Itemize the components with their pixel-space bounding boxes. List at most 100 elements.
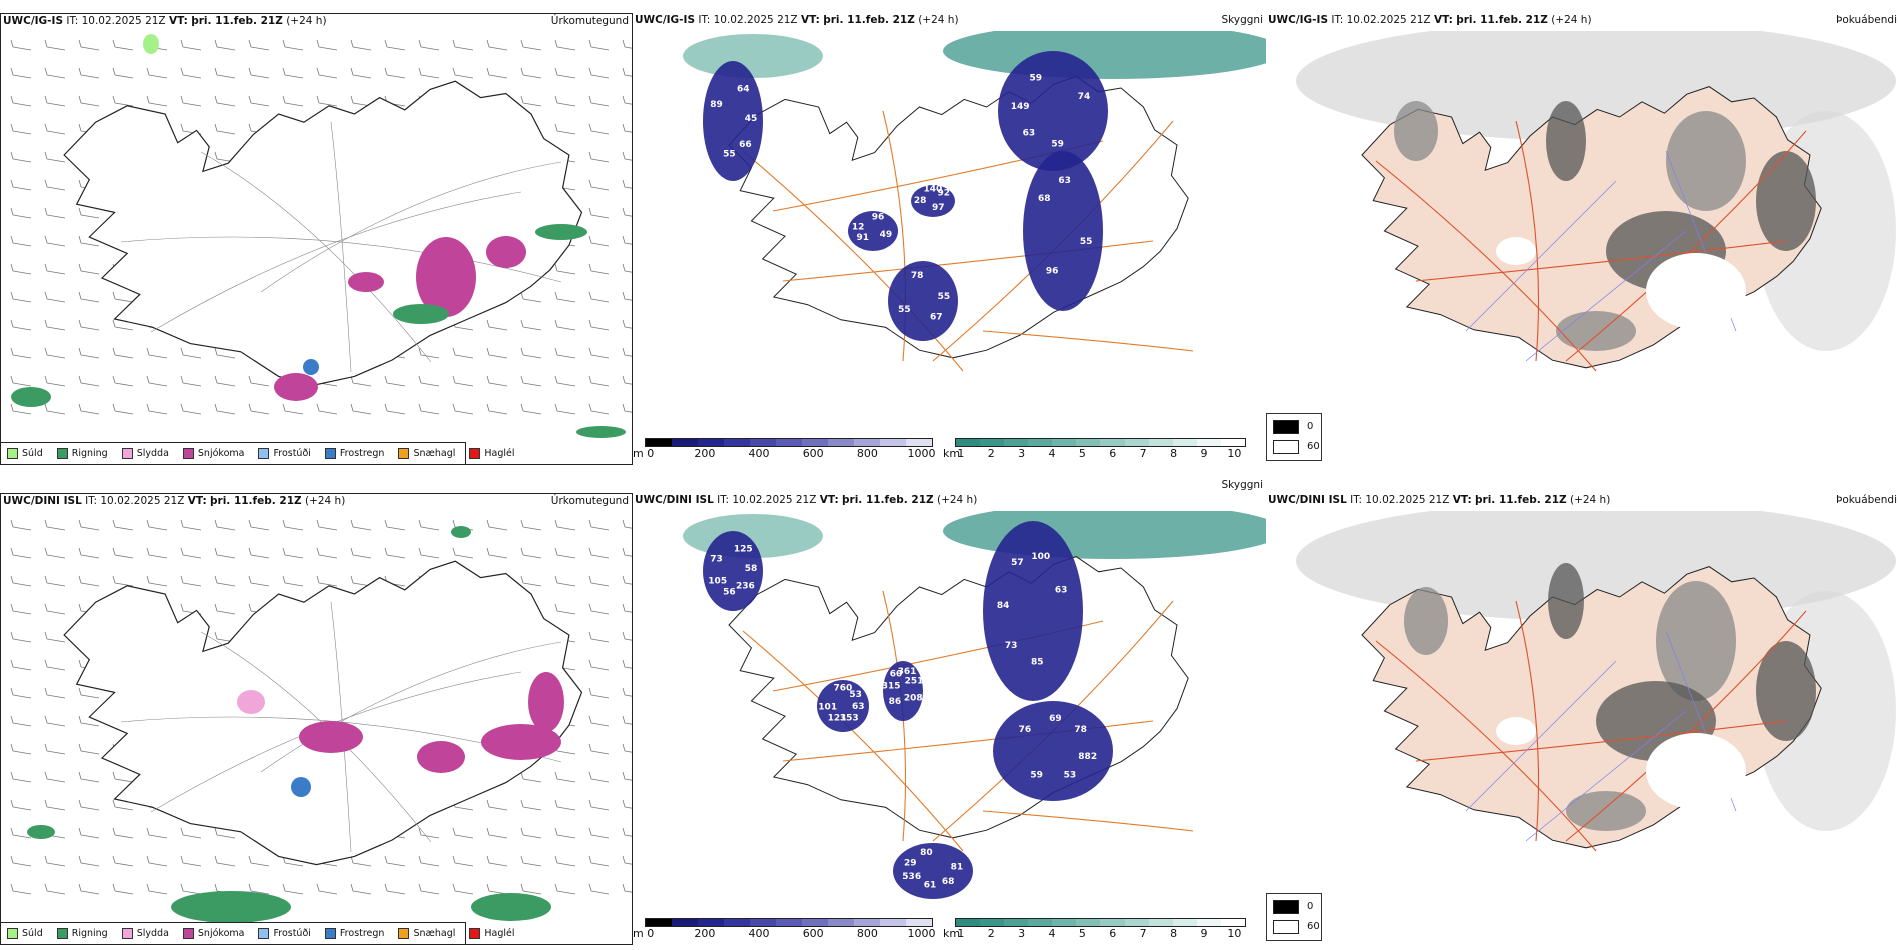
colorbar-tick-label: 1 <box>957 927 965 940</box>
wind-barb <box>148 554 168 559</box>
colorbar-segment <box>880 919 906 926</box>
wind-barb-tick <box>316 575 320 584</box>
wind-barb-tick <box>452 39 456 48</box>
road <box>260 161 562 293</box>
wind-barb-tick <box>214 151 218 160</box>
wind-barb-tick <box>622 603 626 612</box>
wind-barb-tick <box>10 659 14 668</box>
wind-barb-tick <box>622 799 626 808</box>
snow-area <box>481 724 561 760</box>
wind-barb <box>556 806 576 811</box>
wind-barb-tick <box>554 855 558 864</box>
wind-barb-tick <box>180 347 184 356</box>
wind-barb <box>522 326 542 331</box>
colorbar-segment <box>828 919 854 926</box>
wind-barb-tick <box>44 771 48 780</box>
wind-barb-tick <box>78 235 82 244</box>
wind-barb-tick <box>520 95 524 104</box>
vt-label: VT: <box>800 14 820 26</box>
wind-barb <box>624 554 632 557</box>
wind-barb <box>80 750 100 755</box>
wind-barb <box>624 382 632 385</box>
fog-key-swatch <box>1273 420 1299 434</box>
it-label: IT: <box>1350 494 1363 506</box>
wind-barb <box>318 554 338 559</box>
panel-title: Úrkomutegund <box>550 495 629 507</box>
wind-barb <box>250 582 270 587</box>
wind-barb <box>420 890 440 895</box>
colorbar-scale <box>645 918 933 927</box>
wind-barb-tick <box>44 603 48 612</box>
wind-barb-tick <box>418 39 422 48</box>
snow-area <box>486 236 526 268</box>
wind-barb-tick <box>622 687 626 696</box>
wind-barb <box>590 326 610 331</box>
colorbar-tick-label: 5 <box>1078 447 1086 460</box>
lead-time: (+24 h) <box>1551 14 1592 26</box>
road <box>782 240 1154 282</box>
wind-barb <box>590 638 610 643</box>
colorbar-segment <box>1076 439 1101 446</box>
model-label: UWC/IG-IS <box>3 15 64 27</box>
cloud-base-value: 73 <box>710 555 723 565</box>
cloud-base-value: 89 <box>710 100 723 110</box>
fog-patch <box>1546 101 1586 181</box>
wind-barb-tick <box>44 67 48 76</box>
wind-barb-tick <box>622 855 626 864</box>
colorbar-segment <box>1004 439 1029 446</box>
model-label: UWC/DINI ISL <box>635 494 714 506</box>
cloud-base-value: 53 <box>849 690 862 700</box>
wind-barb-tick <box>44 883 48 892</box>
wind-barb-tick <box>214 375 218 384</box>
wind-barb-tick <box>146 855 150 864</box>
wind-barb-tick <box>10 319 14 328</box>
wind-barb-tick <box>248 547 252 556</box>
wind-barb-tick <box>622 827 626 836</box>
low-visibility-area <box>943 31 1266 79</box>
it-label: IT: <box>1331 14 1344 26</box>
wind-barb-tick <box>520 347 524 356</box>
wind-barb-tick <box>622 375 626 384</box>
wind-barb <box>250 102 270 107</box>
wind-barb-tick <box>78 347 82 356</box>
wind-barb <box>182 102 202 107</box>
wind-barb-tick <box>248 575 252 584</box>
colorbar-segment <box>980 439 1005 446</box>
wind-barb-tick <box>452 827 456 836</box>
colorbar-segment <box>828 439 854 446</box>
wind-barb <box>624 270 632 273</box>
wind-barb-tick <box>112 67 116 76</box>
wind-barb-tick <box>486 827 490 836</box>
wind-barb <box>46 638 66 643</box>
wind-barb <box>114 554 134 559</box>
wind-barb <box>46 666 66 671</box>
wind-barb-tick <box>214 603 218 612</box>
legend-item: Snæhagl <box>398 928 455 939</box>
fog-patch <box>1394 101 1438 161</box>
wind-barb-tick <box>588 95 592 104</box>
wind-barb-tick <box>214 95 218 104</box>
wind-barb <box>12 102 32 107</box>
cloud-base-value: 66 <box>739 140 752 150</box>
wind-barb <box>216 834 236 839</box>
fog-key-value: 60 <box>1307 921 1320 932</box>
cloud-base-value: 101 <box>818 702 837 712</box>
wind-barb-tick <box>622 743 626 752</box>
panel-header: UWC/IG-IS IT: 10.02.2025 21Z VT: þri. 11… <box>1268 14 1592 26</box>
wind-barb <box>318 890 338 895</box>
fog-patch <box>1756 641 1816 741</box>
colorbar-segment <box>956 439 981 446</box>
wind-barb <box>624 778 632 781</box>
wind-barb-tick <box>78 547 82 556</box>
wind-barb <box>148 74 168 79</box>
low-cloud-area <box>848 211 898 251</box>
legend-swatch <box>7 928 18 939</box>
wind-barb-tick <box>44 123 48 132</box>
low-cloud-area <box>911 185 955 217</box>
legend-label: Frostregn <box>339 448 385 459</box>
legend-label: Rigning <box>71 928 108 939</box>
wind-barb <box>12 554 32 559</box>
wind-barb <box>556 778 576 783</box>
wind-barb-tick <box>112 855 116 864</box>
wind-barb-tick <box>10 151 14 160</box>
